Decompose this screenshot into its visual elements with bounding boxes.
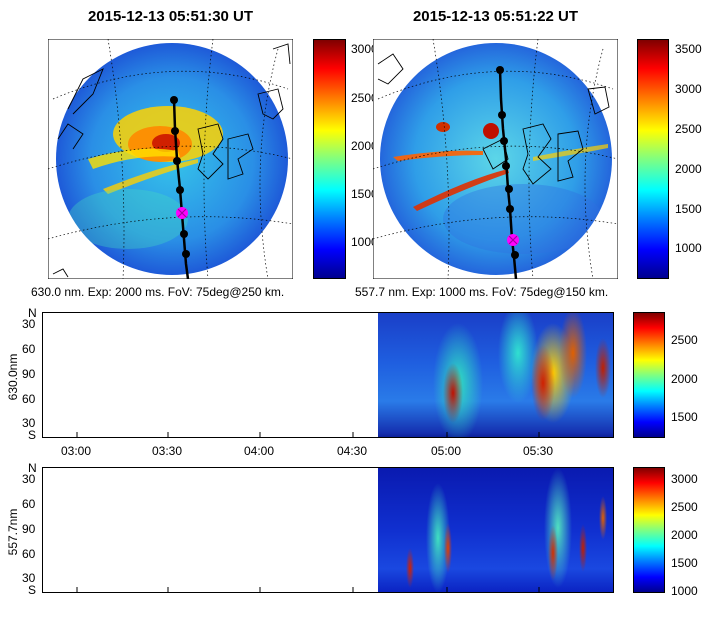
- current-position-marker: [507, 234, 519, 246]
- colorbar-4-tick: 1500: [671, 556, 698, 570]
- time-tick: 05:00: [431, 444, 462, 458]
- colorbar-3-tick: 2000: [671, 372, 698, 386]
- keogram-557-ytick: 60: [22, 497, 36, 511]
- colorbar-4-tick: 1000: [671, 584, 698, 598]
- colorbar-image-1: [313, 39, 346, 279]
- colorbar-keogram-630: [633, 312, 665, 438]
- keogram-557-ytick: 30: [22, 472, 36, 486]
- image-2-caption: 557.7 nm. Exp: 1000 ms. FoV: 75deg@150 k…: [355, 285, 609, 299]
- colorbar-2-tick: 1500: [675, 202, 702, 216]
- keogram-557-ylabel: 557.7nm: [6, 508, 20, 556]
- colorbar-2-tick: 3000: [675, 82, 702, 96]
- colorbar-4-tick: 2000: [671, 528, 698, 542]
- keogram-630-ytick: 30: [22, 416, 36, 430]
- colorbar-1-tick: 1000: [351, 235, 378, 249]
- coastline: [52, 43, 291, 278]
- colorbar-1-tick: 1500: [351, 187, 378, 201]
- keogram-630-ytick: 90: [22, 367, 36, 381]
- grid-lines: [373, 39, 618, 279]
- keogram-630-ylabel-wrap: 630.0nm: [6, 352, 20, 402]
- keogram-630-ytick: 60: [22, 392, 36, 406]
- time-tick: 03:00: [61, 444, 92, 458]
- colorbar-2-tick: 2000: [675, 162, 702, 176]
- image-1-caption: 630.0 nm. Exp: 2000 ms. FoV: 75deg@250 k…: [31, 285, 285, 299]
- colorbar-2-tick: 2500: [675, 122, 702, 136]
- coastline: [377, 53, 610, 185]
- keogram-557-ytick: N: [28, 461, 37, 475]
- keogram-557-ylabel-wrap: 557.7nm: [6, 507, 20, 557]
- colorbar-2-tick: 1000: [675, 241, 702, 255]
- colorbar-3-tick: 1500: [671, 410, 698, 424]
- colorbar-4-tick: 2500: [671, 500, 698, 514]
- colorbar-2-tick: 3500: [675, 42, 702, 56]
- colorbar-image-2: [637, 39, 669, 279]
- keogram-557-ytick: S: [28, 583, 37, 597]
- keogram-630-ytick: 30: [22, 317, 36, 331]
- keogram-630-panel: [42, 312, 614, 438]
- colorbar-1-tick: 3000: [351, 42, 378, 56]
- time-tick: 04:30: [337, 444, 368, 458]
- grid-lines: [48, 39, 293, 279]
- current-position-marker: [176, 207, 188, 219]
- allsky-image-630: [48, 39, 293, 279]
- keogram-630-ylabel: 630.0nm: [6, 353, 20, 401]
- colorbar-4-tick: 3000: [671, 472, 698, 486]
- keogram-557-data: [378, 468, 613, 592]
- colorbar-1-tick: 2000: [351, 139, 378, 153]
- keogram-630-data: [378, 313, 613, 437]
- image-2-title: 2015-12-13 05:51:22 UT: [412, 8, 579, 25]
- colorbar-keogram-557: [633, 467, 665, 593]
- image-1-title: 2015-12-13 05:51:30 UT: [87, 8, 254, 25]
- keogram-557-ytick: 30: [22, 571, 36, 585]
- keogram-630-ytick: 60: [22, 342, 36, 356]
- colorbar-1-tick: 2500: [351, 91, 378, 105]
- keogram-557-panel: [42, 467, 614, 593]
- time-tick: 03:30: [152, 444, 183, 458]
- keogram-630-ytick: S: [28, 428, 37, 442]
- allsky-image-557: [373, 39, 618, 279]
- colorbar-3-tick: 2500: [671, 333, 698, 347]
- keogram-557-ytick: 60: [22, 547, 36, 561]
- time-tick: 05:30: [523, 444, 554, 458]
- time-tick: 04:00: [244, 444, 275, 458]
- keogram-557-ytick: 90: [22, 522, 36, 536]
- sky-disk: [380, 43, 612, 275]
- keogram-630-ytick: N: [28, 306, 37, 320]
